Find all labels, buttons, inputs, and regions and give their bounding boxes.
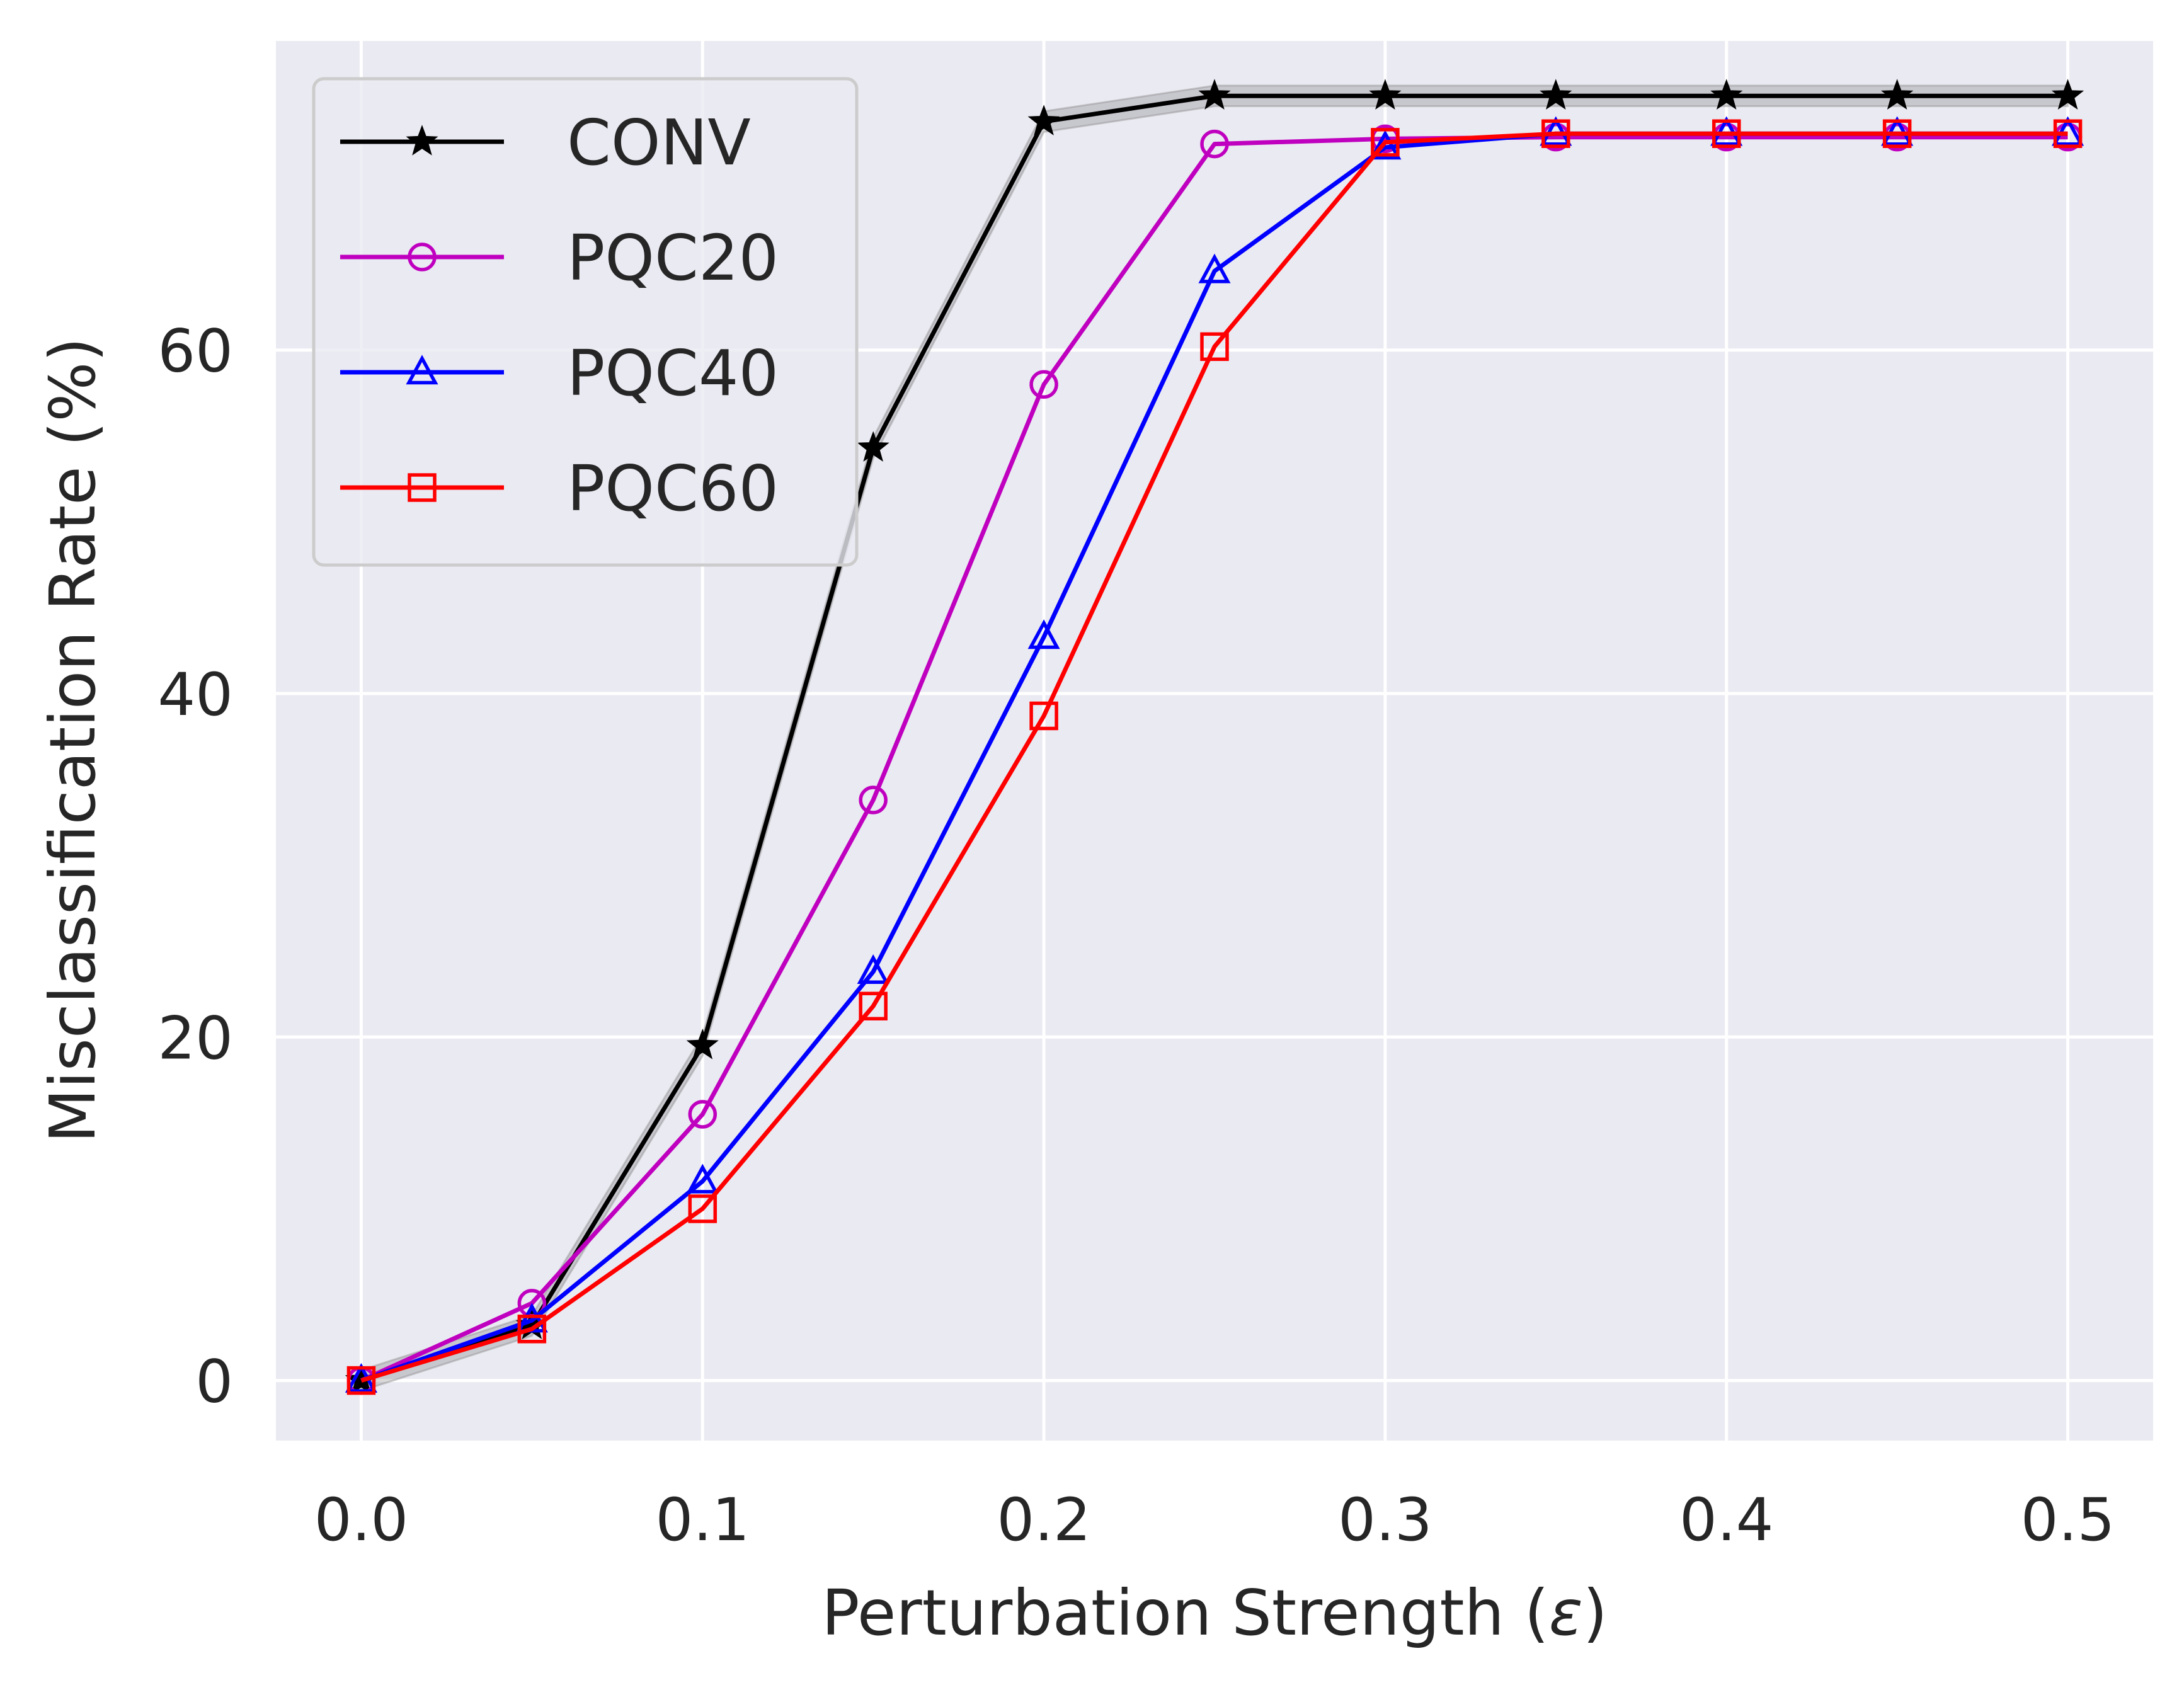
pqc20-point <box>1200 129 1229 159</box>
confidence-bands <box>360 84 2069 1392</box>
pqc40-point <box>1027 619 1060 649</box>
pqc20-line <box>360 135 2068 1383</box>
legend-item-conv: CONV <box>340 106 751 180</box>
x-tick-label: 0.4 <box>1679 1486 1774 1555</box>
x-tick-label: 0.3 <box>1338 1486 1432 1555</box>
legend-item-pqc40: PQC40 <box>340 336 779 410</box>
series-conv <box>345 79 2084 1395</box>
pqc60-point <box>1200 332 1229 362</box>
pqc20-point <box>688 1100 718 1129</box>
pqc60-point <box>1029 701 1058 731</box>
legend-item-pqc60: PQC60 <box>340 452 779 525</box>
pqc40-point <box>686 1163 719 1194</box>
y-tick-label: 40 <box>157 661 233 729</box>
y-tick-label: 0 <box>195 1348 233 1417</box>
pqc60-point <box>1541 119 1570 148</box>
conv-point <box>1198 79 1231 110</box>
y-axis-title: Misclassification Rate (%) <box>36 338 110 1143</box>
pqc60-point <box>1712 119 1741 148</box>
series-group <box>345 79 2084 1395</box>
pqc40-point <box>1198 253 1231 283</box>
legend-label-pqc60: PQC60 <box>567 452 779 525</box>
pqc20-point <box>1029 370 1058 399</box>
legend: CONV PQC20 PQC40 PQC60 <box>312 77 859 567</box>
x-tick-label: 0.0 <box>314 1486 409 1555</box>
legend-label-conv: CONV <box>567 106 751 180</box>
y-tick-label: 20 <box>157 1004 233 1073</box>
conv-point <box>1710 79 1743 110</box>
conv-band <box>360 84 2069 1392</box>
pqc60-point <box>2053 119 2083 148</box>
conv-point <box>1540 79 1572 110</box>
legend-marker-conv <box>406 125 438 156</box>
pqc40-point <box>857 954 889 984</box>
conv-point <box>686 1029 719 1060</box>
x-tick-labels: 0.0 0.1 0.2 0.3 0.4 0.5 <box>314 1486 2115 1555</box>
x-axis-title: Perturbation Strength (ε) <box>821 1576 1608 1650</box>
x-tick-label: 0.2 <box>997 1486 1091 1555</box>
pqc60-point <box>1371 128 1400 157</box>
legend-marker-pqc60 <box>408 473 437 502</box>
pqc60-point <box>859 991 888 1020</box>
legend-marker-pqc40 <box>406 355 438 385</box>
conv-point <box>1881 79 1914 110</box>
y-tick-label: 60 <box>157 317 233 386</box>
conv-point <box>1369 79 1402 110</box>
pqc60-point <box>688 1194 718 1223</box>
pqc20-point <box>859 785 888 814</box>
legend-label-pqc40: PQC40 <box>567 336 779 410</box>
pqc40-point <box>1369 130 1402 160</box>
y-tick-labels: 0 20 40 60 <box>157 317 233 1417</box>
conv-point <box>1027 105 1060 135</box>
x-tick-label: 0.1 <box>656 1486 750 1555</box>
pqc60-point <box>517 1315 547 1344</box>
pqc60-point <box>346 1366 376 1395</box>
legend-marker-pqc20 <box>408 243 437 271</box>
pqc60-point <box>1882 119 1912 148</box>
pqc60-line <box>360 131 2068 1383</box>
x-tick-label: 0.5 <box>2021 1486 2115 1555</box>
series-pqc60 <box>346 119 2083 1395</box>
legend-box <box>312 77 859 567</box>
conv-point <box>857 431 889 462</box>
legend-item-pqc20: PQC20 <box>340 221 779 295</box>
conv-point <box>2051 79 2084 110</box>
legend-label-pqc20: PQC20 <box>567 221 779 295</box>
